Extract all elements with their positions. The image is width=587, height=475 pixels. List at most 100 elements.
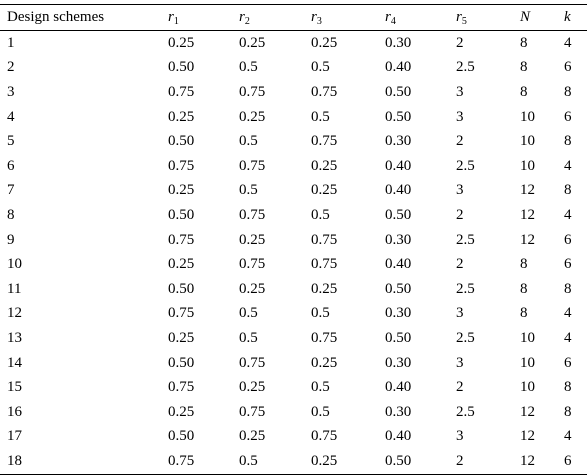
cell-r4: 0.40 bbox=[385, 379, 412, 396]
design-schemes-table: Design schemes r1 r2 r3 r4 r5 N k 1 0.25 0… bbox=[0, 4, 587, 475]
cell-r4: 0.30 bbox=[385, 354, 412, 371]
cell-r4: 0.40 bbox=[385, 256, 412, 273]
table-body: 1 0.25 0.25 0.25 0.30 2 8 4 2 0.50 0.5 0.5 0.40 2.5 8 6… bbox=[0, 31, 587, 475]
cell-r4: 0.30 bbox=[385, 403, 412, 420]
cell-r2: 0.5 bbox=[239, 182, 258, 199]
cell-r5: 3 bbox=[456, 83, 464, 100]
table-row: 17 0.50 0.25 0.75 0.40 3 12 4 bbox=[0, 425, 587, 450]
cell-r4: 0.40 bbox=[385, 428, 412, 445]
cell-k: 4 bbox=[564, 157, 572, 174]
table-row: 3 0.75 0.75 0.75 0.50 3 8 8 bbox=[0, 80, 587, 105]
cell-r1: 0.25 bbox=[168, 403, 195, 420]
cell-n: 12 bbox=[520, 182, 535, 199]
cell-r3: 0.25 bbox=[311, 452, 338, 469]
cell-n: 10 bbox=[520, 354, 535, 371]
cell-r2: 0.5 bbox=[239, 305, 258, 322]
cell-scheme: 18 bbox=[7, 452, 22, 469]
table-row: 9 0.75 0.25 0.75 0.30 2.5 12 6 bbox=[0, 228, 587, 253]
cell-r3: 0.75 bbox=[311, 83, 338, 100]
cell-k: 6 bbox=[564, 231, 572, 248]
header-r4-symbol: r bbox=[385, 8, 391, 25]
cell-scheme: 10 bbox=[7, 256, 22, 273]
cell-scheme: 16 bbox=[7, 403, 22, 420]
cell-r3: 0.75 bbox=[311, 428, 338, 445]
cell-r4: 0.30 bbox=[385, 133, 412, 150]
header-r5: r5 bbox=[456, 5, 520, 31]
table-row: 7 0.25 0.5 0.25 0.40 3 12 8 bbox=[0, 179, 587, 204]
cell-r1: 0.50 bbox=[168, 133, 195, 150]
cell-r1: 0.50 bbox=[168, 354, 195, 371]
cell-r4: 0.50 bbox=[385, 452, 412, 469]
cell-r2: 0.25 bbox=[239, 379, 266, 396]
cell-r5: 3 bbox=[456, 182, 464, 199]
table-row: 10 0.25 0.75 0.75 0.40 2 8 6 bbox=[0, 252, 587, 277]
cell-r1: 0.75 bbox=[168, 379, 195, 396]
cell-r1: 0.75 bbox=[168, 157, 195, 174]
cell-r5: 2.5 bbox=[456, 329, 475, 346]
table-row: 5 0.50 0.5 0.75 0.30 2 10 8 bbox=[0, 129, 587, 154]
cell-r4: 0.50 bbox=[385, 108, 412, 125]
cell-r4: 0.40 bbox=[385, 59, 412, 76]
cell-r4: 0.50 bbox=[385, 83, 412, 100]
cell-k: 6 bbox=[564, 452, 572, 469]
cell-r3: 0.25 bbox=[311, 157, 338, 174]
cell-scheme: 1 bbox=[7, 34, 15, 51]
header-r3-subscript: 3 bbox=[316, 15, 322, 27]
cell-r5: 2 bbox=[456, 206, 464, 223]
cell-scheme: 8 bbox=[7, 206, 15, 223]
cell-k: 4 bbox=[564, 305, 572, 322]
cell-k: 4 bbox=[564, 329, 572, 346]
cell-r2: 0.5 bbox=[239, 133, 258, 150]
cell-k: 4 bbox=[564, 428, 572, 445]
cell-r5: 2.5 bbox=[456, 231, 475, 248]
cell-r5: 2 bbox=[456, 34, 464, 51]
cell-r5: 3 bbox=[456, 305, 464, 322]
cell-r3: 0.75 bbox=[311, 256, 338, 273]
table-header: Design schemes r1 r2 r3 r4 r5 N k bbox=[0, 4, 587, 31]
cell-r1: 0.75 bbox=[168, 83, 195, 100]
cell-r5: 2.5 bbox=[456, 59, 475, 76]
table-row: 15 0.75 0.25 0.5 0.40 2 10 8 bbox=[0, 375, 587, 400]
cell-r1: 0.75 bbox=[168, 452, 195, 469]
cell-r1: 0.50 bbox=[168, 428, 195, 445]
cell-scheme: 7 bbox=[7, 182, 15, 199]
cell-r3: 0.75 bbox=[311, 231, 338, 248]
cell-n: 8 bbox=[520, 305, 528, 322]
cell-r5: 2.5 bbox=[456, 403, 475, 420]
cell-r3: 0.75 bbox=[311, 133, 338, 150]
design-schemes-table-container: Design schemes r1 r2 r3 r4 r5 N k 1 0.25 0… bbox=[0, 4, 587, 475]
cell-r2: 0.5 bbox=[239, 59, 258, 76]
cell-r2: 0.75 bbox=[239, 256, 266, 273]
cell-r3: 0.25 bbox=[311, 354, 338, 371]
cell-r1: 0.25 bbox=[168, 182, 195, 199]
cell-r3: 0.25 bbox=[311, 34, 338, 51]
header-row: Design schemes r1 r2 r3 r4 r5 N k bbox=[0, 4, 587, 31]
cell-n: 12 bbox=[520, 206, 535, 223]
table-row: 11 0.50 0.25 0.25 0.50 2.5 8 8 bbox=[0, 277, 587, 302]
cell-n: 8 bbox=[520, 34, 528, 51]
cell-r2: 0.25 bbox=[239, 108, 266, 125]
cell-scheme: 6 bbox=[7, 157, 15, 174]
cell-n: 8 bbox=[520, 256, 528, 273]
cell-r3: 0.5 bbox=[311, 379, 330, 396]
cell-n: 8 bbox=[520, 83, 528, 100]
cell-r5: 2.5 bbox=[456, 280, 475, 297]
header-r5-symbol: r bbox=[456, 8, 462, 25]
cell-r1: 0.75 bbox=[168, 305, 195, 322]
header-r3: r3 bbox=[311, 5, 385, 31]
cell-scheme: 12 bbox=[7, 305, 22, 322]
cell-r4: 0.40 bbox=[385, 182, 412, 199]
cell-n: 12 bbox=[520, 428, 535, 445]
cell-r4: 0.50 bbox=[385, 329, 412, 346]
cell-n: 12 bbox=[520, 403, 535, 420]
header-r5-subscript: 5 bbox=[461, 15, 467, 27]
cell-r2: 0.25 bbox=[239, 34, 266, 51]
table-row: 8 0.50 0.75 0.5 0.50 2 12 4 bbox=[0, 203, 587, 228]
table-row: 14 0.50 0.75 0.25 0.30 3 10 6 bbox=[0, 351, 587, 376]
cell-k: 4 bbox=[564, 206, 572, 223]
table-row: 6 0.75 0.75 0.25 0.40 2.5 10 4 bbox=[0, 154, 587, 179]
cell-scheme: 14 bbox=[7, 354, 22, 371]
cell-r2: 0.5 bbox=[239, 329, 258, 346]
cell-r1: 0.25 bbox=[168, 256, 195, 273]
header-k-symbol: k bbox=[564, 9, 571, 25]
